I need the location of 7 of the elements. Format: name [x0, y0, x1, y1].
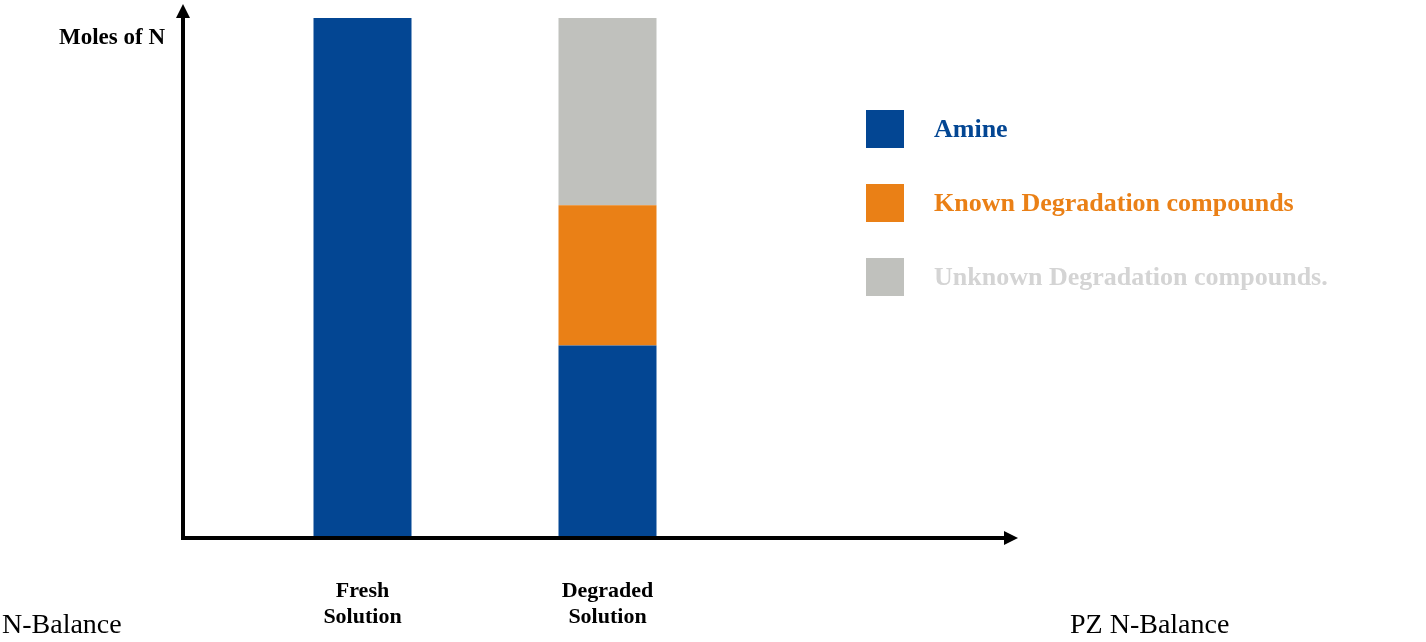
- x-tick-label: Degraded Solution: [561, 576, 654, 629]
- x-tick-label: Fresh Solution: [323, 576, 402, 629]
- legend-label: Amine: [934, 114, 1008, 144]
- legend-label: Known Degradation compounds: [934, 188, 1294, 218]
- y-axis-title: Moles of N: [58, 24, 165, 50]
- text: PZ N-Balance: [1070, 608, 1230, 640]
- text: N-Balance: [2, 608, 122, 640]
